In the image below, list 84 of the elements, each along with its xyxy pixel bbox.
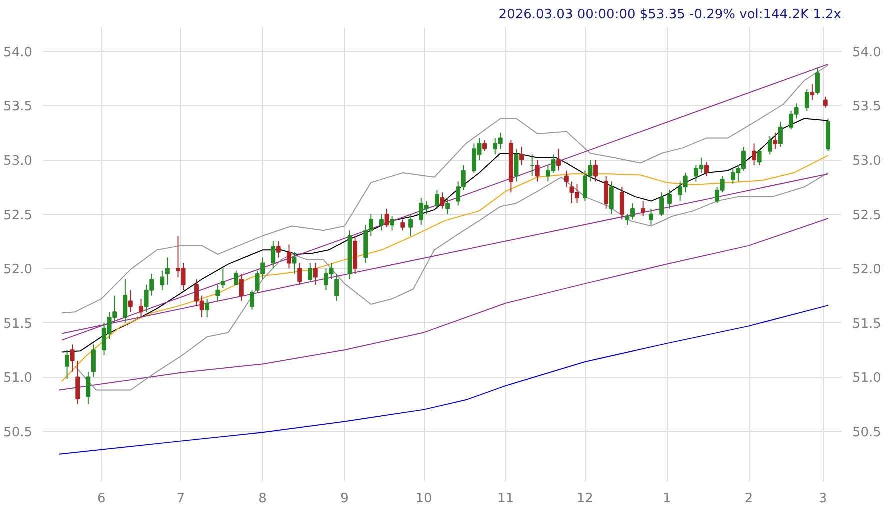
candlestick <box>446 198 450 215</box>
y2-tick-label: 53.0 <box>852 154 882 170</box>
candlestick <box>520 146 524 166</box>
candlestick <box>810 83 815 101</box>
candlestick <box>435 190 440 210</box>
candlestick <box>91 344 96 378</box>
candlestick <box>778 121 783 148</box>
candlestick <box>594 160 598 182</box>
candlestick <box>298 262 302 286</box>
candlestick <box>752 143 757 166</box>
x-tick-label: 12 <box>576 492 594 505</box>
candlestick <box>768 136 772 156</box>
x-tick-label: 1 <box>662 492 672 505</box>
candlestick <box>773 132 778 150</box>
y-tick-label: 53.0 <box>4 154 33 170</box>
candlestick <box>816 67 820 96</box>
candlestick <box>380 214 384 232</box>
y-tick-label: 53.5 <box>4 100 33 115</box>
candlestick <box>514 148 519 182</box>
x-tick-label: 2 <box>744 492 754 505</box>
x-tick-label: 9 <box>340 492 349 505</box>
candlestick <box>556 148 561 172</box>
candlestick <box>400 219 406 232</box>
candlestick <box>482 140 487 152</box>
y-tick-label: 54.0 <box>4 45 33 60</box>
chart-title: 2026.03.03 00:00:00 $53.35 -0.29% vol:144.2K 1.2x <box>498 8 842 22</box>
candlestick <box>390 216 395 232</box>
candlestick <box>649 208 654 226</box>
y2-tick-label: 52.0 <box>852 262 882 278</box>
x-tick-label: 7 <box>176 492 186 505</box>
candlestick <box>220 268 226 289</box>
candlestick <box>308 262 313 282</box>
y2-tick-label: 50.5 <box>852 426 882 441</box>
y-tick-label: 50.5 <box>4 426 33 441</box>
candlestick <box>440 192 445 210</box>
candlestick <box>128 290 133 313</box>
candlestick <box>250 290 254 310</box>
x-tick-label: 11 <box>498 492 514 505</box>
candlestick <box>239 274 244 302</box>
candlestick <box>70 344 75 372</box>
candlestick <box>604 176 609 210</box>
candlestick <box>65 350 70 380</box>
candlestick <box>205 298 210 318</box>
candlestick <box>704 162 709 177</box>
y-tick-label: 52.5 <box>4 208 33 224</box>
candlestick <box>668 190 672 210</box>
y-tick-label: 52.0 <box>4 262 33 278</box>
candlestick <box>234 270 239 286</box>
line-series <box>61 118 829 353</box>
candlestick <box>660 192 664 217</box>
candlestick <box>313 262 318 286</box>
candlestick <box>757 148 762 166</box>
candlestick <box>804 88 810 112</box>
y2-tick-label: 51.5 <box>852 316 882 332</box>
candlestick <box>408 214 414 237</box>
candlestick <box>160 270 165 291</box>
candlestick <box>165 257 170 286</box>
candlestick <box>535 160 540 182</box>
candlestick <box>620 186 624 220</box>
candlestick <box>287 244 292 270</box>
candlestick <box>564 170 569 188</box>
candlestick <box>276 240 281 258</box>
candlestick <box>334 274 340 302</box>
candlestick <box>641 200 646 217</box>
candlestick <box>216 284 220 302</box>
line-series <box>58 305 829 455</box>
y-tick-label: 51.0 <box>4 371 33 386</box>
x-tick-label: 10 <box>416 492 432 505</box>
candlestick <box>123 278 128 324</box>
candlestick <box>271 240 276 270</box>
y2-tick-label: 54.0 <box>852 45 882 60</box>
y2-tick-label: 53.5 <box>852 100 882 115</box>
line-series <box>58 218 829 391</box>
candlestick <box>609 181 614 215</box>
candlestick <box>86 371 91 405</box>
y2-tick-label: 52.5 <box>852 208 882 224</box>
candlestick <box>823 96 828 108</box>
x-tick-label: 6 <box>97 492 106 505</box>
candlestick <box>139 298 144 318</box>
candlestick <box>76 360 80 405</box>
x-tick-label: 8 <box>258 492 267 505</box>
x-tick-label: 3 <box>818 492 828 505</box>
y-tick-label: 51.5 <box>4 316 33 332</box>
y2-tick-label: 51.0 <box>852 371 882 386</box>
